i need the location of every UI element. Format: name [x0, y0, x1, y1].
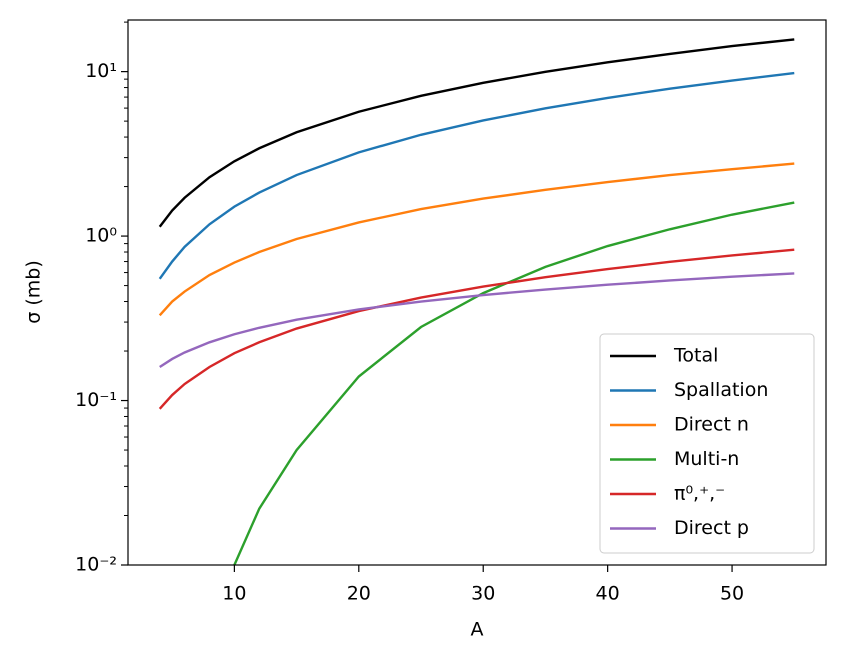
legend-label: Spallation	[674, 379, 768, 401]
x-tick-label: 40	[596, 583, 620, 605]
y-tick-label: 10⁻²	[75, 554, 117, 576]
x-tick-label: 20	[347, 583, 371, 605]
series-line	[158, 162, 795, 317]
legend-label: π⁰,⁺,⁻	[674, 483, 725, 505]
y-tick-label: 10¹	[85, 60, 117, 82]
y-tick-label: 10⁰	[85, 225, 117, 247]
x-tick-label: 50	[720, 583, 744, 605]
series-line	[158, 38, 795, 228]
x-axis-label: A	[471, 619, 484, 641]
y-tick-label: 10⁻¹	[75, 389, 117, 411]
series-line	[158, 248, 795, 410]
legend-label: Multi-n	[674, 448, 739, 470]
legend-box	[599, 333, 815, 554]
legend-label: Total	[673, 345, 718, 367]
series-line	[233, 201, 795, 565]
x-tick-label: 30	[471, 583, 495, 605]
legend-label: Direct p	[674, 517, 749, 539]
plot-area	[158, 38, 795, 565]
legend-label: Direct n	[674, 414, 749, 436]
y-axis-label: σ (mb)	[23, 260, 45, 323]
series-line	[158, 71, 795, 280]
x-tick-label: 10	[222, 583, 246, 605]
axes-frame	[127, 19, 827, 566]
series-line	[159, 272, 795, 368]
